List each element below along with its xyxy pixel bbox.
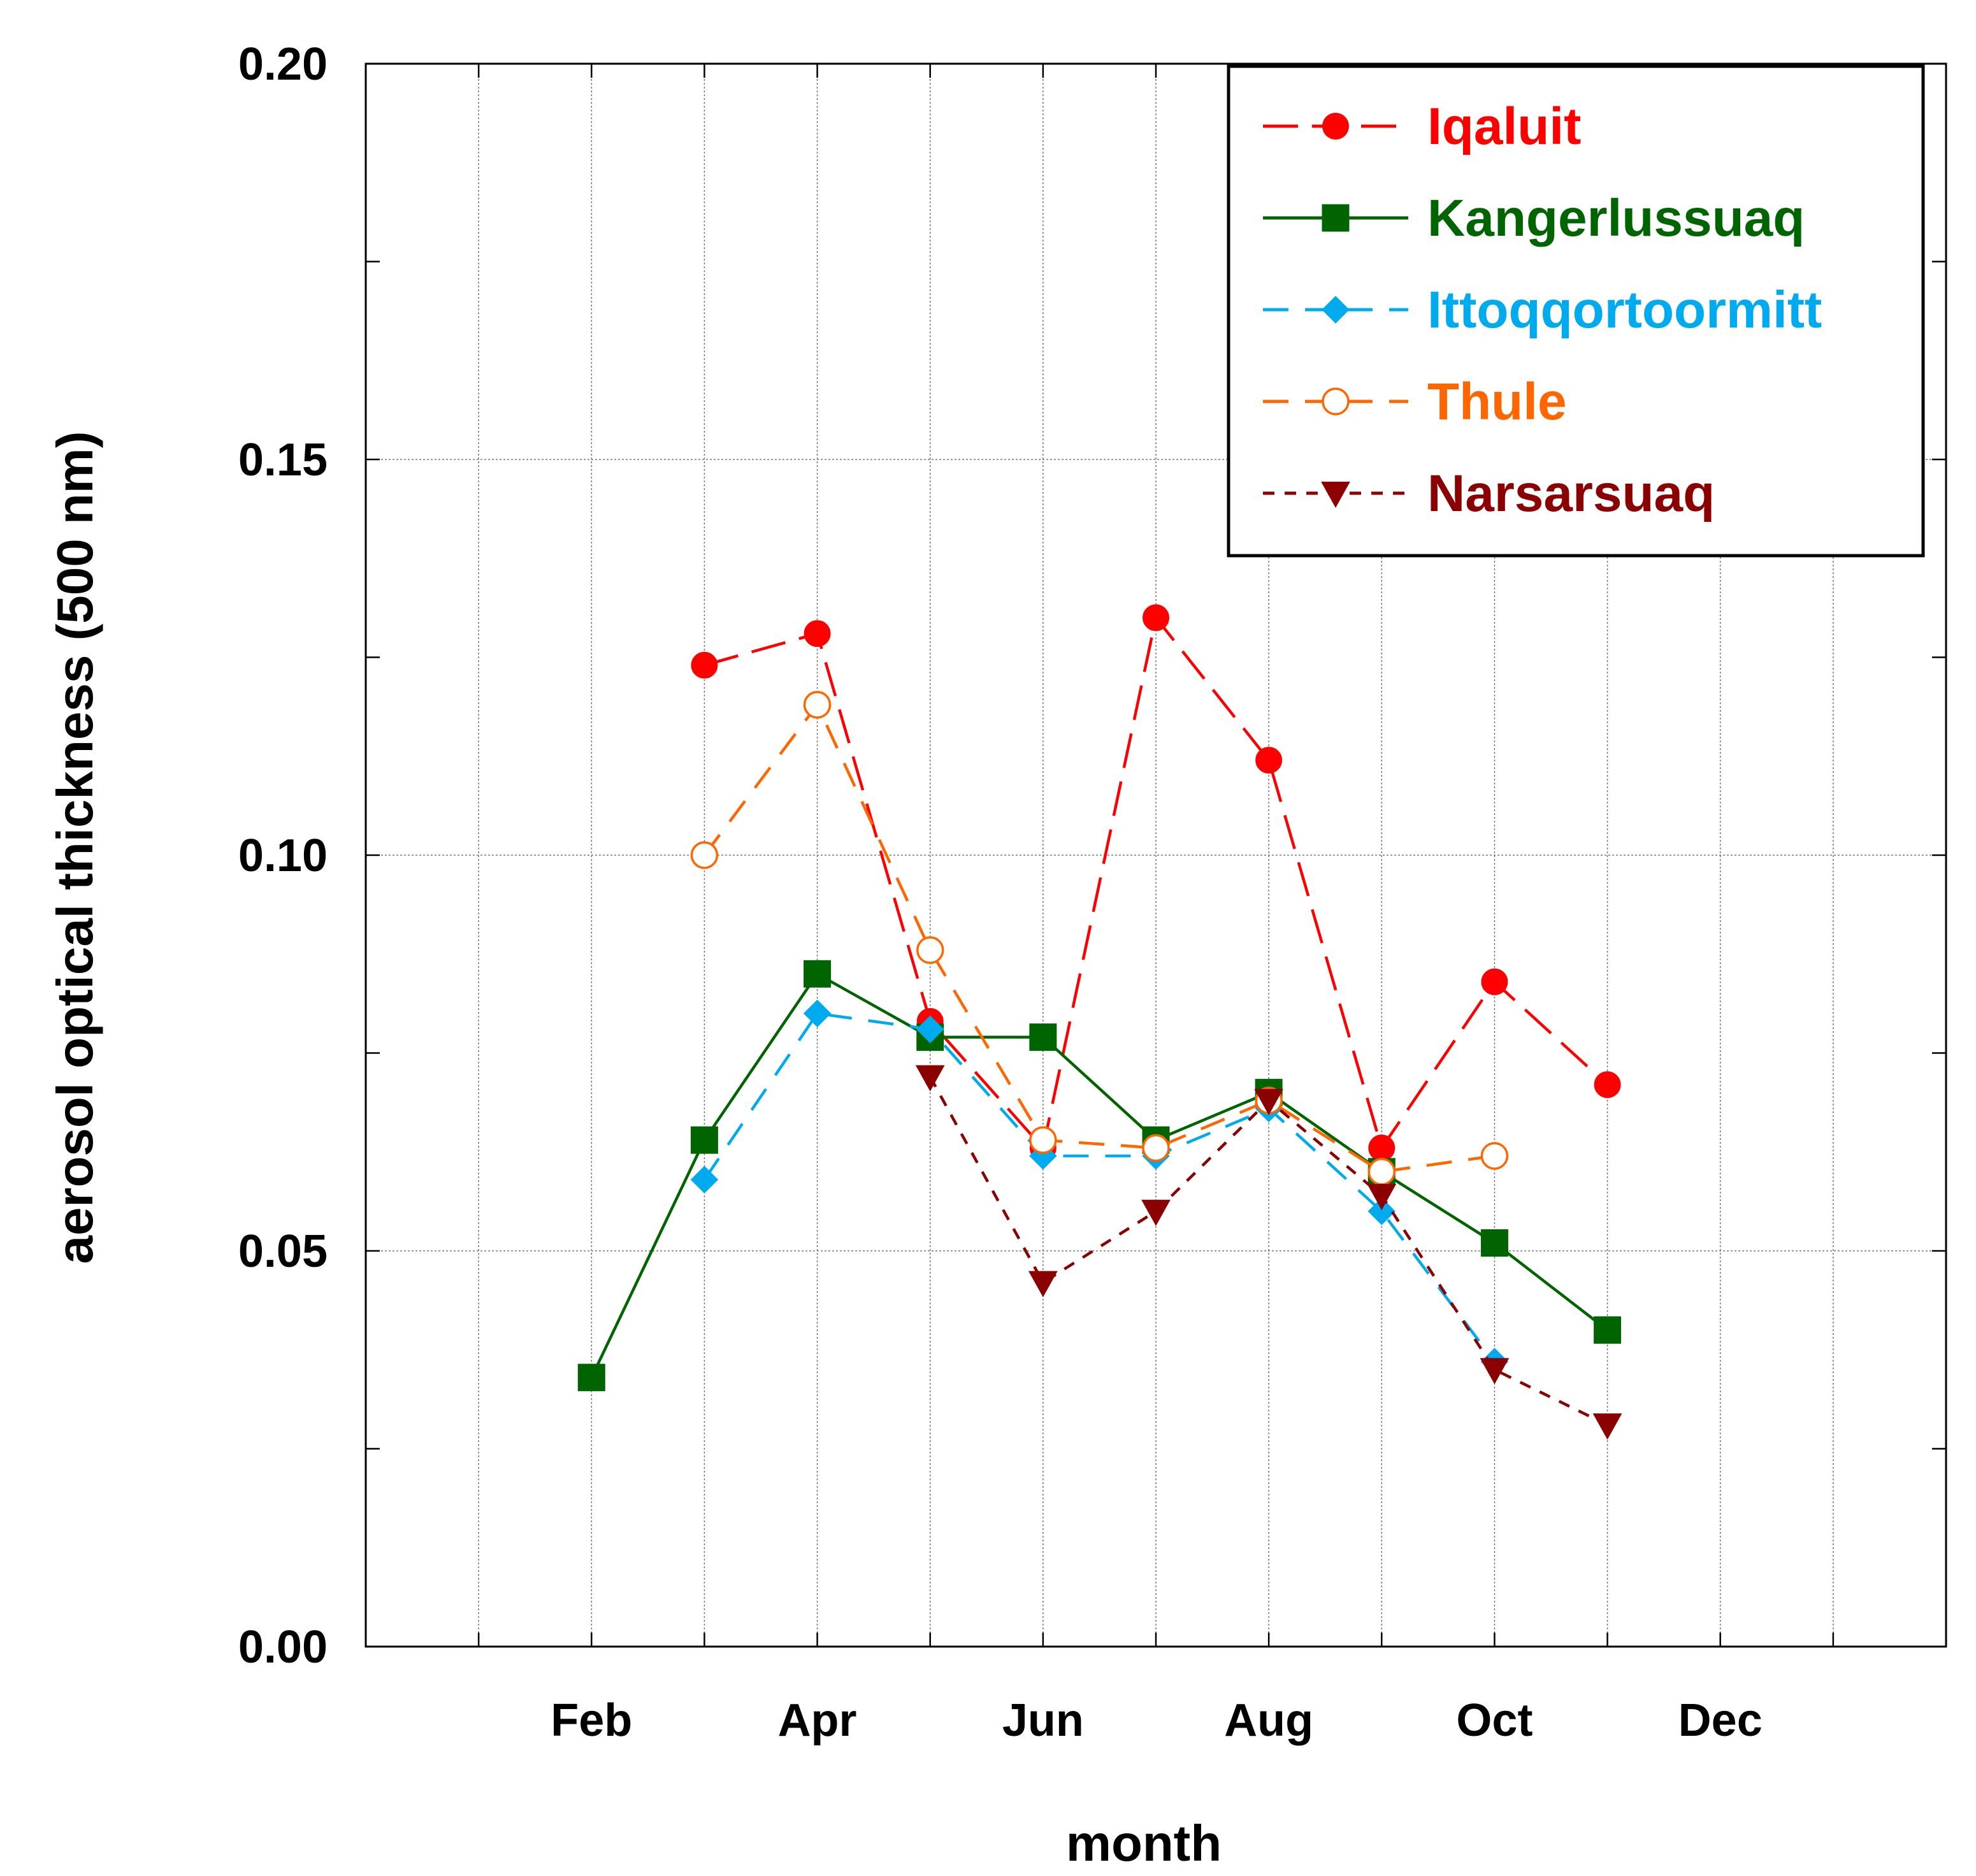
legend-label: Ittoqqortoormitt bbox=[1427, 281, 1822, 339]
y-tick-label: 0.10 bbox=[238, 830, 328, 881]
series-line bbox=[590, 972, 1608, 1378]
data-point bbox=[916, 936, 944, 964]
data-point bbox=[1368, 1134, 1395, 1162]
x-tick-label: Oct bbox=[1456, 1695, 1532, 1746]
y-tick-labels: 0.00 0.05 0.10 0.15 0.20 bbox=[238, 39, 328, 1673]
x-tick-label: Jun bbox=[1002, 1695, 1084, 1746]
y-axis-title: aerosol optical thickness (500 nm) bbox=[47, 431, 103, 1264]
data-point bbox=[690, 1165, 719, 1194]
legend-label: Narsarsuaq bbox=[1427, 465, 1715, 523]
data-point bbox=[690, 841, 719, 869]
legend-marker bbox=[1321, 481, 1350, 509]
y-tick-label: 0.15 bbox=[238, 435, 328, 486]
x-tick-labels: Feb Apr Jun Aug Oct Dec bbox=[551, 1695, 1762, 1746]
data-point bbox=[691, 651, 718, 679]
data-point bbox=[1029, 1126, 1057, 1154]
legend-marker bbox=[1322, 113, 1349, 140]
data-point bbox=[690, 1126, 718, 1154]
y-tick-label: 0.05 bbox=[238, 1226, 328, 1277]
data-point bbox=[1141, 1199, 1171, 1226]
legend-entry-ittoqqortoormitt: Ittoqqortoormitt bbox=[1263, 281, 1822, 339]
series-line bbox=[703, 703, 1495, 1174]
data-point bbox=[1254, 1088, 1283, 1116]
legend-entry-narsarsuaq: Narsarsuaq bbox=[1263, 465, 1715, 523]
data-point bbox=[915, 1065, 945, 1092]
data-point bbox=[804, 620, 831, 647]
data-point bbox=[1367, 1183, 1397, 1211]
data-point bbox=[1255, 746, 1283, 774]
legend-entry-iqaluit: Iqaluit bbox=[1263, 97, 1581, 155]
x-tick-label: Aug bbox=[1224, 1695, 1313, 1746]
x-tick-label: Feb bbox=[551, 1695, 632, 1746]
data-point bbox=[1143, 604, 1169, 631]
x-tick-label: Dec bbox=[1678, 1695, 1763, 1746]
series-narsarsuaq bbox=[915, 1065, 1622, 1440]
y-tick-label: 0.00 bbox=[238, 1622, 328, 1673]
data-series bbox=[577, 604, 1622, 1440]
data-point bbox=[1481, 968, 1508, 995]
legend-entry-kangerlussuaq: Kangerlussuaq bbox=[1263, 189, 1805, 247]
legend-marker bbox=[1322, 204, 1350, 232]
legend-entry-thule: Thule bbox=[1263, 373, 1567, 431]
data-point bbox=[1480, 1229, 1508, 1257]
legend-label: Iqaluit bbox=[1427, 97, 1581, 155]
data-point bbox=[1594, 1071, 1621, 1099]
legend-marker bbox=[1322, 296, 1350, 324]
data-point bbox=[804, 960, 832, 988]
data-point bbox=[1480, 1358, 1510, 1385]
data-point bbox=[1142, 1134, 1170, 1162]
data-point bbox=[1028, 1271, 1058, 1297]
data-point bbox=[1594, 1316, 1622, 1344]
data-point bbox=[1592, 1413, 1622, 1440]
data-point bbox=[577, 1364, 605, 1392]
data-point bbox=[916, 1015, 944, 1043]
x-axis-title: month bbox=[1066, 1815, 1222, 1872]
data-point bbox=[1367, 1197, 1395, 1225]
data-point bbox=[1367, 1158, 1396, 1186]
data-point bbox=[1480, 1142, 1509, 1170]
x-tick-label: Apr bbox=[778, 1695, 857, 1746]
legend-marker bbox=[1322, 387, 1350, 415]
series-line bbox=[703, 1012, 1496, 1363]
y-tick-label: 0.20 bbox=[238, 39, 328, 90]
data-point bbox=[803, 691, 832, 719]
data-point bbox=[803, 999, 832, 1028]
legend-label: Kangerlussuaq bbox=[1427, 189, 1805, 247]
legend-label: Thule bbox=[1427, 373, 1567, 431]
legend: Iqaluit Kangerlussuaq Ittoqqortoormitt Thul… bbox=[1227, 64, 1925, 558]
data-point bbox=[1029, 1023, 1057, 1051]
series-thule bbox=[690, 691, 1509, 1186]
